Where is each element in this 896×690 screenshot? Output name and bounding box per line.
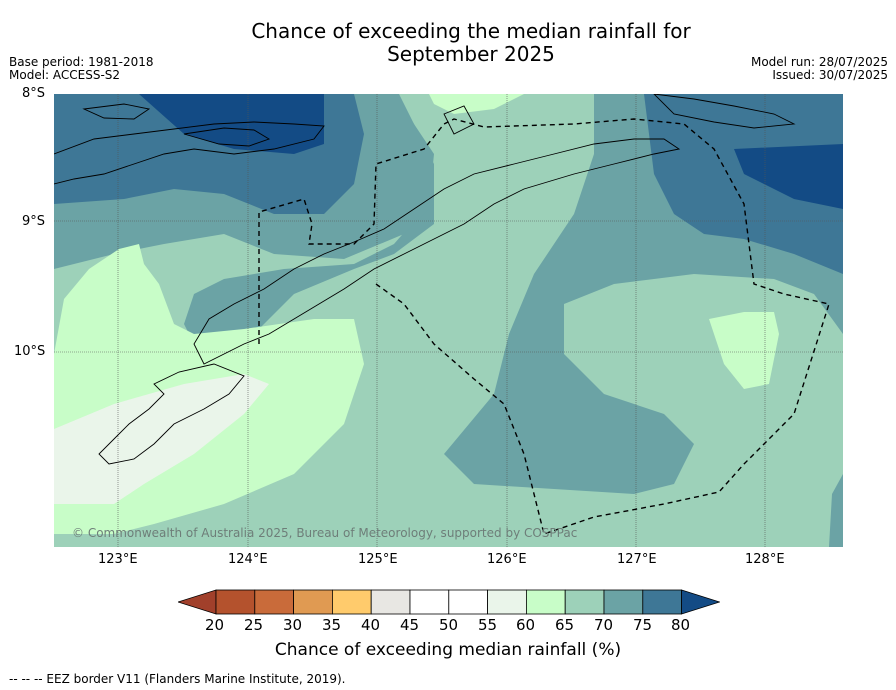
cb-tick-80: 80 xyxy=(671,616,691,634)
region-60-65-east xyxy=(709,312,779,389)
lon-label-126e: 126°E xyxy=(487,552,527,567)
colorbar-extend-high xyxy=(681,589,720,615)
title-line-2: September 2025 xyxy=(387,42,555,66)
lon-label-127e: 127°E xyxy=(617,552,657,567)
colorbar-cell xyxy=(331,589,372,615)
colorbar-cell xyxy=(293,589,333,615)
region-80-west xyxy=(139,94,324,154)
colorbar-title: Chance of exceeding median rainfall (%) xyxy=(274,640,622,660)
cb-tick-60: 60 xyxy=(516,616,536,634)
region-60-65-north xyxy=(429,94,524,114)
colorbar xyxy=(178,589,720,615)
cb-tick-35: 35 xyxy=(322,616,342,634)
issued-date: Issued: 30/07/2025 xyxy=(772,68,888,82)
base-period: Base period: 1981-2018 xyxy=(9,55,154,69)
colorbar-cell xyxy=(215,589,256,615)
colorbar-cell xyxy=(487,589,527,615)
colorbar-cell xyxy=(370,589,411,615)
colorbar-cell xyxy=(409,589,450,615)
lon-label-124e: 124°E xyxy=(228,552,268,567)
region-55-60-southwest xyxy=(54,374,269,504)
colorbar-cells xyxy=(178,589,720,615)
title-line-1: Chance of exceeding the median rainfall … xyxy=(251,19,691,43)
cb-tick-40: 40 xyxy=(361,616,381,634)
colorbar-cell xyxy=(642,589,682,615)
colorbar-ticks: 20 25 30 35 40 45 50 55 60 65 70 75 80 xyxy=(0,616,896,636)
meta-left: Base period: 1981-2018 Model: ACCESS-S2 xyxy=(9,56,154,82)
cb-tick-70: 70 xyxy=(594,616,614,634)
cb-tick-75: 75 xyxy=(633,616,653,634)
lat-label-8s: 8°S xyxy=(22,86,46,101)
lon-label-128e: 128°E xyxy=(745,552,785,567)
colorbar-cell xyxy=(448,589,488,615)
colorbar-cell xyxy=(525,589,566,615)
colorbar-cell xyxy=(603,589,644,615)
colorbar-cell xyxy=(564,589,605,615)
colorbar-extend-low xyxy=(178,589,217,615)
region-80-east xyxy=(734,144,843,209)
eez-footnote: -- -- -- EEZ border V11 (Flanders Marine… xyxy=(9,672,346,686)
graticule xyxy=(54,94,843,547)
lat-label-9s: 9°S xyxy=(22,214,46,229)
region-75-80-east xyxy=(644,94,843,274)
copyright-text: © Commonwealth of Australia 2025, Bureau… xyxy=(72,526,578,540)
cb-tick-55: 55 xyxy=(478,616,498,634)
cb-tick-65: 65 xyxy=(555,616,575,634)
colorbar-cell xyxy=(254,589,295,615)
cb-tick-45: 45 xyxy=(400,616,420,634)
coastlines xyxy=(54,94,796,465)
lon-label-123e: 123°E xyxy=(98,552,138,567)
meta-right: Model run: 28/07/2025 Issued: 30/07/2025 xyxy=(751,56,888,82)
model-name: Model: ACCESS-S2 xyxy=(9,68,121,82)
cb-tick-50: 50 xyxy=(439,616,459,634)
lon-label-125e: 125°E xyxy=(358,552,398,567)
map-svg xyxy=(54,94,843,547)
cb-tick-20: 20 xyxy=(205,616,225,634)
rainfall-map xyxy=(54,94,843,547)
model-run: Model run: 28/07/2025 xyxy=(750,55,888,69)
region-70-75-west xyxy=(54,94,434,354)
cb-tick-25: 25 xyxy=(244,616,264,634)
lat-label-10s: 10°S xyxy=(14,344,46,359)
eez-border xyxy=(258,118,830,535)
cb-tick-30: 30 xyxy=(283,616,303,634)
chart-title: Chance of exceeding the median rainfall … xyxy=(0,20,896,66)
